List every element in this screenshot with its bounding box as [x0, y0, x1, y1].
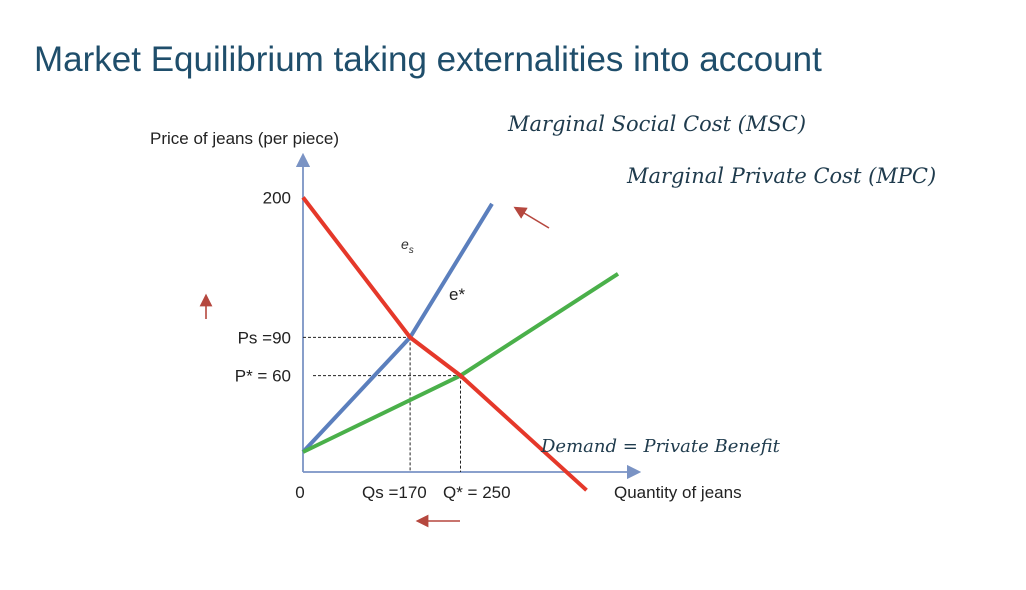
es-main: e: [401, 236, 409, 252]
cost-shift-arrow: [513, 206, 550, 229]
y-tick-label: P* = 60: [235, 367, 291, 386]
es-subscript: s: [409, 245, 414, 256]
guide-lines: [303, 336, 461, 472]
x-tick-label: Q* = 250: [443, 483, 511, 502]
mpc-label: Marginal Private Cost (MPC): [626, 164, 936, 188]
slide-title: Market Equilibrium taking externalities …: [34, 40, 822, 79]
y-tick-label: 200: [263, 188, 291, 207]
x-axis-label: Quantity of jeans: [614, 483, 742, 502]
market-equilibrium-label: e*: [449, 285, 465, 304]
x-tick-label: Qs =170: [362, 483, 427, 502]
msc-curve: [301, 202, 494, 454]
curves: [301, 196, 620, 492]
tick-labels: 200 Ps =90 P* = 60 0 Qs =170 Q* = 250: [235, 188, 511, 502]
y-tick-label: Ps =90: [238, 328, 291, 347]
y-axis-label: Price of jeans (per piece): [150, 129, 339, 148]
demand-curve: [301, 196, 588, 492]
social-equilibrium-label: es: [401, 236, 414, 256]
x-tick-label: 0: [295, 483, 304, 502]
demand-label: Demand = Private Benefit: [540, 436, 781, 457]
msc-label: Marginal Social Cost (MSC): [507, 112, 806, 136]
